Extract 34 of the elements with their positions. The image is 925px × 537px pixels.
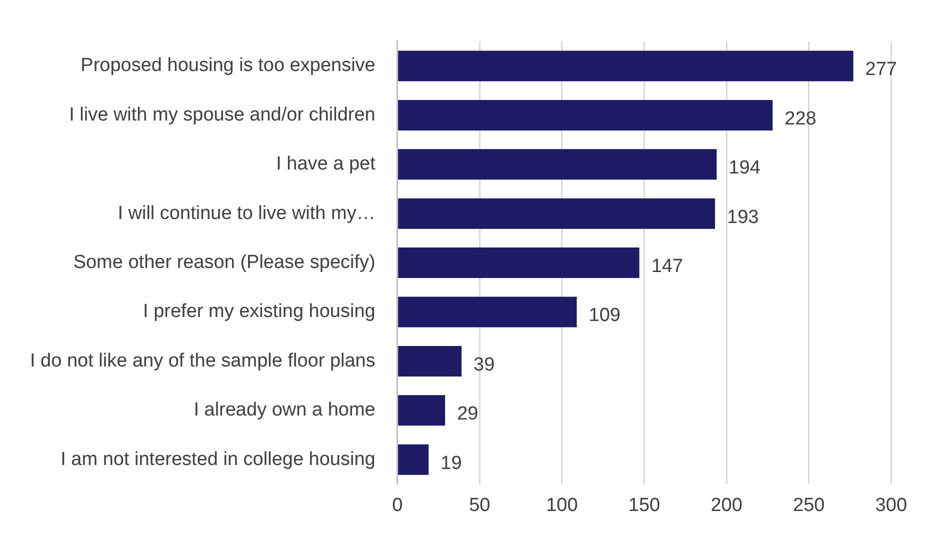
y-tick-label: Some other reason (Please specify) [73, 252, 376, 274]
data-label: 193 [727, 206, 759, 228]
bar [398, 198, 716, 229]
y-tick-label: I live with my spouse and/or children [69, 104, 376, 126]
x-tick-label: 200 [710, 494, 742, 516]
data-label: 277 [865, 59, 897, 80]
y-tick-label: I prefer my existing housing [143, 301, 376, 322]
data-label: 194 [728, 158, 761, 179]
y-tick-label: I already own a home [194, 400, 376, 421]
data-label: 19 [440, 452, 462, 474]
x-tick-label: 50 [469, 494, 490, 516]
bar [398, 346, 462, 376]
data-label: 228 [784, 108, 816, 130]
bar [398, 100, 773, 130]
x-tick-label: 300 [875, 494, 907, 516]
bar [398, 50, 854, 82]
y-tick-label: I am not interested in college housing [60, 448, 376, 470]
x-tick-label: 0 [392, 494, 403, 516]
bar [398, 149, 717, 180]
data-label: 29 [457, 404, 478, 425]
bar [398, 248, 640, 278]
data-label: 39 [474, 354, 495, 376]
data-label: 147 [651, 256, 684, 278]
bar [398, 296, 577, 328]
data-label: 109 [588, 305, 620, 326]
y-tick-label: I will continue to live with my… [118, 202, 376, 224]
y-tick-label: I do not like any of the sample floor plans [30, 350, 376, 372]
x-tick-label: 150 [628, 494, 660, 516]
bar [398, 444, 429, 475]
x-tick-label: 250 [793, 494, 825, 516]
y-tick-label: I have a pet [276, 154, 376, 175]
x-tick-label: 100 [546, 494, 578, 516]
y-tick-label: Proposed housing is too expensive [80, 55, 376, 76]
bar [398, 395, 446, 426]
